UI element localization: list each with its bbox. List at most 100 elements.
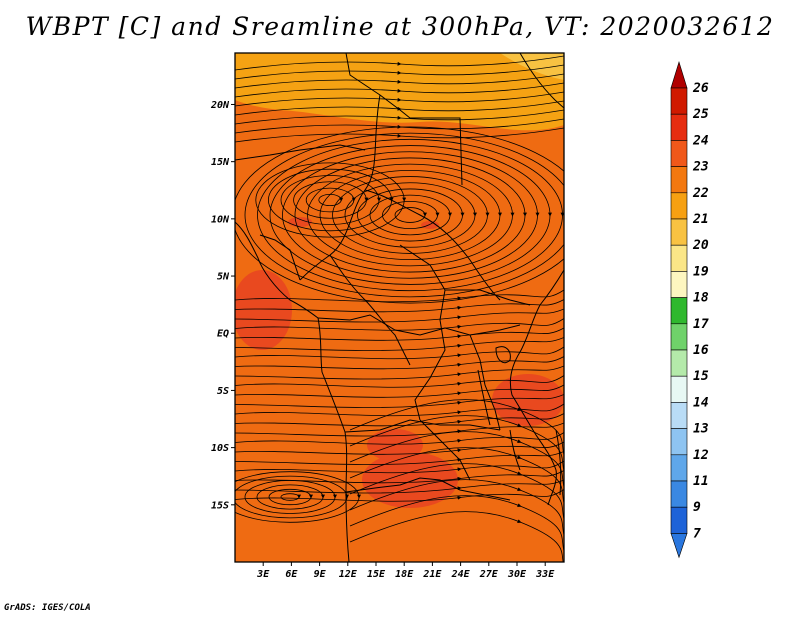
colorbar-swatch [670, 271, 688, 298]
streamline-southeast [349, 399, 564, 456]
map-title: WBPT [C] and Sreamline at 300hPa, VT: 20… [25, 12, 775, 41]
lon-tick-label: 30E [507, 569, 527, 580]
streamline-vortex [235, 126, 564, 304]
streamline [235, 100, 564, 116]
colorbar-swatch [670, 323, 688, 351]
border-g [345, 477, 511, 501]
border-b [299, 94, 381, 281]
streamline [235, 127, 564, 143]
streamline [235, 91, 564, 107]
colorbar-label: 26 [692, 81, 709, 96]
colorbar-label: 19 [693, 264, 709, 279]
border-h [399, 244, 446, 421]
border-c [364, 189, 501, 301]
lat-tick-label: 15S [211, 500, 229, 511]
lake-victoria [495, 346, 511, 364]
lon-tick-label: 6E [285, 569, 298, 580]
colorbar-label: 12 [693, 448, 709, 463]
colorbar-label: 21 [692, 212, 709, 227]
colorbar-swatch [670, 297, 688, 325]
streamline-gyre [235, 471, 361, 523]
colorbar-label: 14 [693, 395, 709, 410]
colorbar-label: 7 [693, 526, 701, 541]
lon-axis: 3E 6E 9E 12E 15E 18E 21E 24E 27E 30E 33E [256, 562, 555, 580]
colorbar-swatch [670, 166, 688, 194]
colorbar-swatch [670, 140, 688, 167]
colorbar-swatch [670, 349, 688, 377]
madagascar-edge [555, 429, 562, 496]
streamline-band [235, 346, 564, 360]
streamline-vortex [369, 194, 452, 236]
streamline [235, 64, 564, 80]
streamline [235, 55, 564, 71]
border-m [445, 289, 531, 306]
colorbar-swatch [670, 244, 688, 272]
east-coast [509, 269, 564, 506]
border-d [329, 254, 411, 366]
streamline-band [235, 422, 564, 437]
lake-malawi [509, 429, 521, 471]
colorbar-label: 20 [692, 238, 709, 253]
streamline-band [235, 299, 564, 313]
streamline-vortex [244, 132, 564, 298]
field-warm-south [362, 452, 458, 508]
streamline [235, 73, 564, 89]
streamline-southeast [349, 463, 564, 520]
streamline-vortex [257, 139, 564, 291]
lon-tick-label: 12E [339, 569, 358, 580]
streamline-vortex-west [318, 194, 344, 206]
lon-tick-label: 18E [395, 569, 414, 580]
streamline-band [235, 308, 564, 323]
colorbar-label: 17 [693, 317, 709, 332]
colorbar-swatch [670, 192, 688, 220]
colorbar-label: 13 [693, 422, 709, 437]
colorbar-swatch [670, 87, 688, 115]
lon-tick-label: 27E [479, 569, 499, 580]
streamline-band [235, 413, 564, 427]
map-frame [234, 52, 565, 563]
streamline-vortex [394, 207, 427, 223]
field-warm-west [235, 270, 292, 350]
streamline-band [235, 432, 564, 445]
colorbar-swatch [670, 506, 688, 534]
colorbar-swatch [670, 402, 688, 429]
lon-tick-label: 33E [535, 569, 555, 580]
streamline-vortex [282, 151, 540, 279]
lat-tick-label: 5N [217, 272, 230, 283]
streamline-southeast [349, 479, 564, 536]
streamline-gyre [280, 493, 301, 501]
colorbar-top-arrow [670, 60, 688, 89]
streamline-band [235, 460, 564, 474]
colorbar-bottom-arrow [670, 533, 688, 559]
colorbar-label: 11 [693, 474, 709, 489]
colorbar-swatch [670, 375, 688, 403]
streamline-band [235, 489, 564, 502]
lake-tanganyika [477, 369, 491, 426]
colorbar-label: 22 [692, 186, 709, 201]
streamline-gyre [268, 488, 313, 506]
streamline-band [235, 289, 564, 303]
grads-credit: GrADS: IGES/COLA [4, 603, 91, 613]
border-e [317, 314, 521, 336]
streamline-band [235, 337, 564, 351]
lon-tick-label: 15E [367, 569, 386, 580]
lat-tick-label: 20N [210, 100, 230, 111]
streamline-vortex-west [255, 162, 407, 238]
streamline-southeast [349, 447, 564, 504]
streamline-band [235, 441, 564, 455]
streamline-gyre [235, 475, 349, 519]
border-l [259, 234, 301, 281]
streamline-southeast [349, 511, 564, 562]
colorbar-label: 23 [692, 160, 709, 175]
lat-tick-label: 15N [211, 157, 230, 168]
field-warm-dot [288, 217, 312, 227]
colorbar-swatch [670, 428, 688, 456]
streamline-vortex [319, 169, 502, 261]
colorbar-label: 16 [693, 343, 709, 358]
streamlines [235, 55, 564, 562]
lat-tick-label: 10N [211, 214, 230, 225]
streamline-vortex-west [293, 181, 369, 219]
streamline-band [235, 384, 564, 398]
colorbar-swatch [670, 454, 688, 482]
streamline-band [235, 375, 564, 388]
